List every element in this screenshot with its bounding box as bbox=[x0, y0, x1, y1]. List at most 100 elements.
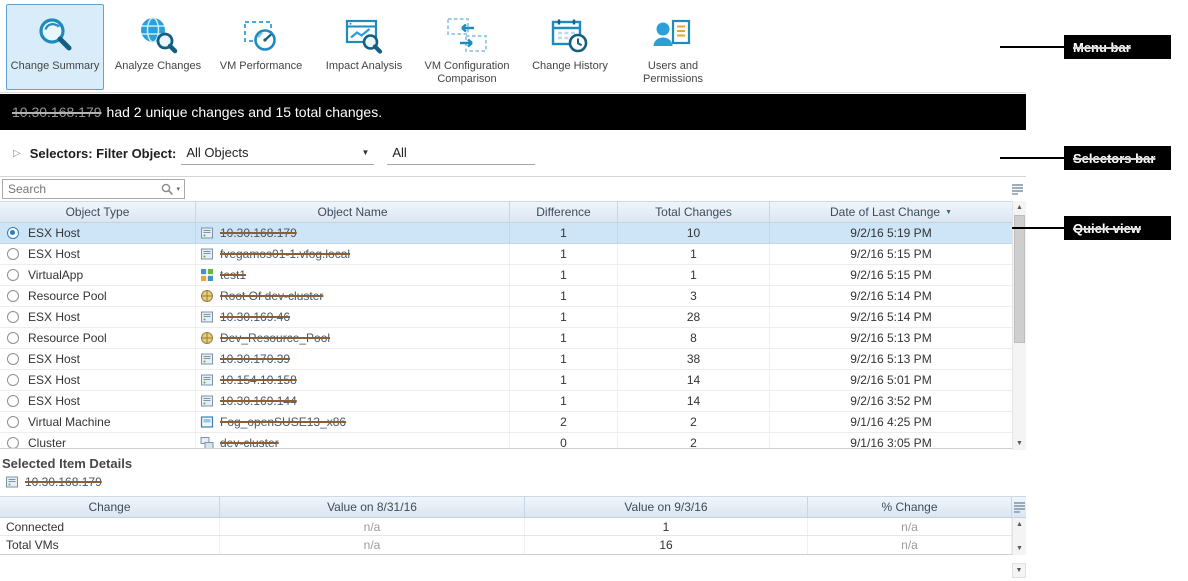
row-select-radio[interactable] bbox=[7, 395, 19, 407]
quick-view-row[interactable]: ESX Host 10.30.168.179 1 10 9/2/16 5:19 PM bbox=[0, 223, 1012, 244]
object-name-cell: fvegamos01-1.vfog.local bbox=[196, 244, 510, 264]
menu-item-change-history[interactable]: Change History bbox=[521, 4, 619, 90]
object-name-cell: Root Of dev-cluster bbox=[196, 286, 510, 306]
annotation-quick-view: Quick view bbox=[1064, 216, 1171, 240]
column-header-date-of-last-change[interactable]: Date of Last Change ▼ bbox=[770, 202, 1012, 222]
scroll-up-icon[interactable] bbox=[1013, 201, 1026, 214]
search-input[interactable] bbox=[3, 182, 161, 196]
object-type-cell: VirtualApp bbox=[0, 265, 196, 285]
quick-view-row[interactable]: VirtualApp test1 1 1 9/2/16 5:15 PM bbox=[0, 265, 1012, 286]
details-title: Selected Item Details bbox=[2, 456, 133, 471]
scroll-down-icon[interactable] bbox=[1013, 542, 1026, 555]
quick-view-row[interactable]: ESX Host 10.30.170.39 1 38 9/2/16 5:13 PM bbox=[0, 349, 1012, 370]
details-row[interactable]: Total VMs n/a 16 n/a bbox=[0, 536, 1012, 554]
difference-value: 2 bbox=[510, 412, 618, 432]
change-summary-icon bbox=[34, 15, 76, 57]
scroll-down-icon[interactable] bbox=[1013, 437, 1026, 450]
date-of-last-change-value: 9/2/16 5:01 PM bbox=[850, 373, 932, 387]
column-header-change[interactable]: % Change bbox=[808, 497, 1012, 517]
details-row[interactable]: Connected n/a 1 n/a bbox=[0, 518, 1012, 536]
row-select-radio[interactable] bbox=[7, 437, 19, 448]
quick-view-scrollbar[interactable] bbox=[1012, 201, 1026, 450]
object-type: VirtualApp bbox=[28, 268, 84, 282]
menu-item-change-summary[interactable]: Change Summary bbox=[6, 4, 104, 90]
row-select-radio[interactable] bbox=[7, 374, 19, 386]
menu-item-vm-performance[interactable]: VM Performance bbox=[212, 4, 310, 90]
value-before: n/a bbox=[220, 518, 525, 535]
change-name: Connected bbox=[0, 518, 220, 535]
difference-value: 1 bbox=[510, 391, 618, 411]
filter-object-dropdown[interactable]: All Objects bbox=[181, 141, 375, 165]
quick-view-row[interactable]: ESX Host 10.154.10.158 1 14 9/2/16 5:01 PM bbox=[0, 370, 1012, 391]
row-select-radio[interactable] bbox=[7, 290, 19, 302]
total-changes-value: 1 bbox=[618, 244, 770, 264]
object-type: ESX Host bbox=[28, 226, 81, 240]
object-type: Cluster bbox=[28, 436, 67, 449]
row-select-radio[interactable] bbox=[7, 416, 19, 428]
esx-host-icon bbox=[200, 247, 214, 261]
total-changes-value: 14 bbox=[618, 391, 770, 411]
column-header-label: Object Type bbox=[65, 205, 130, 219]
banner-message: had 2 unique changes and 15 total change… bbox=[106, 104, 383, 120]
row-select-radio[interactable] bbox=[7, 269, 19, 281]
scroll-thumb[interactable] bbox=[1014, 215, 1025, 343]
column-header-label: % Change bbox=[881, 500, 938, 514]
column-header-value-on-9-3-16[interactable]: Value on 9/3/16 bbox=[525, 497, 808, 517]
column-header-difference[interactable]: Difference bbox=[510, 202, 618, 222]
vm-performance-icon bbox=[240, 15, 282, 57]
object-name-cell: test1 bbox=[196, 265, 510, 285]
column-header-change[interactable]: Change bbox=[0, 497, 220, 517]
object-name-cell: 10.30.169.46 bbox=[196, 307, 510, 327]
search-box[interactable] bbox=[2, 179, 185, 199]
menu-item-icon-wrap bbox=[343, 5, 385, 57]
search-icon[interactable] bbox=[160, 182, 174, 196]
menu-item-users-and-permissions[interactable]: Users and Permissions bbox=[624, 4, 722, 90]
quick-view-row[interactable]: Resource Pool Dev_Resource_Pool 1 8 9/2/16 5… bbox=[0, 328, 1012, 349]
column-chooser-icon[interactable] bbox=[1009, 181, 1025, 197]
menu-item-impact-analysis[interactable]: Impact Analysis bbox=[315, 4, 413, 90]
menu-item-label: Analyze Changes bbox=[114, 60, 202, 72]
difference-value: 1 bbox=[510, 307, 618, 327]
selected-item: 10.30.168.179 bbox=[5, 475, 102, 489]
row-select-radio[interactable] bbox=[7, 248, 19, 260]
sort-desc-icon: ▼ bbox=[945, 208, 952, 216]
date-of-last-change-value: 9/2/16 5:14 PM bbox=[850, 310, 932, 324]
filter-text-input[interactable] bbox=[387, 141, 536, 165]
column-header-value-on-8-31-16[interactable]: Value on 8/31/16 bbox=[220, 497, 525, 517]
callout-line bbox=[1000, 46, 1064, 48]
quick-view-row[interactable]: Resource Pool Root Of dev-cluster 1 3 9/2/16… bbox=[0, 286, 1012, 307]
menu-item-vm-configuration-comparison[interactable]: VM Configuration Comparison bbox=[418, 4, 516, 90]
change-history-icon bbox=[549, 15, 591, 57]
row-select-radio[interactable] bbox=[7, 311, 19, 323]
row-select-radio[interactable] bbox=[7, 332, 19, 344]
object-type-cell: ESX Host bbox=[0, 349, 196, 369]
column-header-total-changes[interactable]: Total Changes bbox=[618, 202, 770, 222]
page-scroll-down-icon[interactable] bbox=[1012, 563, 1026, 578]
object-type: Resource Pool bbox=[28, 331, 107, 345]
object-type-cell: Virtual Machine bbox=[0, 412, 196, 432]
object-type-cell: ESX Host bbox=[0, 370, 196, 390]
row-select-radio[interactable] bbox=[7, 227, 19, 239]
quick-view-row[interactable]: Virtual Machine Fog_openSUSE13_x86 2 2 9/1/1… bbox=[0, 412, 1012, 433]
object-type: ESX Host bbox=[28, 352, 81, 366]
difference-value: 1 bbox=[510, 349, 618, 369]
search-options-arrow-icon[interactable] bbox=[176, 185, 180, 193]
column-header-label: Total Changes bbox=[655, 205, 732, 219]
dropdown-arrow-icon bbox=[361, 148, 369, 157]
column-header-label: Object Name bbox=[317, 205, 388, 219]
scroll-up-icon[interactable] bbox=[1013, 518, 1026, 531]
menu-item-analyze-changes[interactable]: Analyze Changes bbox=[109, 4, 207, 90]
object-type-cell: Resource Pool bbox=[0, 286, 196, 306]
expander-icon[interactable] bbox=[13, 148, 21, 159]
details-scrollbar[interactable] bbox=[1012, 518, 1026, 555]
quick-view-row[interactable]: Cluster dev-cluster 0 2 9/1/16 3:05 PM bbox=[0, 433, 1012, 449]
quick-view-row[interactable]: ESX Host 10.30.169.144 1 14 9/2/16 3:52 PM bbox=[0, 391, 1012, 412]
object-name-cell: 10.30.169.144 bbox=[196, 391, 510, 411]
column-header-object-name[interactable]: Object Name bbox=[196, 202, 510, 222]
quick-view-row[interactable]: ESX Host fvegamos01-1.vfog.local 1 1 9/2/16 … bbox=[0, 244, 1012, 265]
object-name-cell: dev-cluster bbox=[196, 433, 510, 448]
row-select-radio[interactable] bbox=[7, 353, 19, 365]
column-chooser-icon[interactable] bbox=[1012, 497, 1026, 517]
quick-view-row[interactable]: ESX Host 10.30.169.46 1 28 9/2/16 5:14 PM bbox=[0, 307, 1012, 328]
column-header-object-type[interactable]: Object Type bbox=[0, 202, 196, 222]
